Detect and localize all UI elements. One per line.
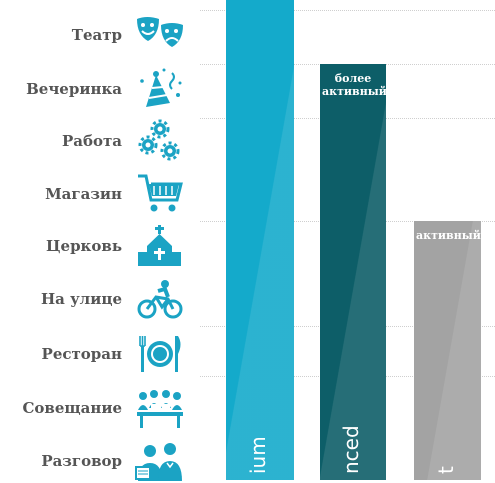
cyclist-icon [134,277,186,321]
grid-line [200,10,495,11]
bar: более активный nced [320,64,386,480]
party-hat-icon [134,67,186,111]
bar: ium [226,0,294,480]
bar-sheen [226,0,294,480]
gears-icon [134,119,186,163]
category-label: Ресторан [41,345,122,363]
bar: активный t [414,221,481,480]
bar-top-label: активный [416,229,481,242]
category-label: На улице [40,290,122,308]
church-icon [134,224,186,268]
bar-bottom-label: nced [339,425,363,474]
bar-top-label: более активный [322,72,386,98]
category-label: Магазин [45,185,122,203]
bar-sheen [320,64,386,480]
category-label: Разговор [41,452,122,470]
category-label: Совещание [22,399,122,417]
bar-bottom-label: ium [246,436,270,474]
bar-sheen [414,221,481,480]
shopping-cart-icon [134,172,186,216]
category-label: Театр [71,26,122,44]
bar-bottom-label: t [433,466,458,474]
theater-masks-icon [134,13,186,57]
plate-cutlery-icon [134,332,186,376]
conversation-icon [134,439,186,483]
category-label: Вечеринка [26,80,122,98]
meeting-icon [134,386,186,430]
category-label: Церковь [46,237,122,255]
category-label: Работа [61,132,122,150]
